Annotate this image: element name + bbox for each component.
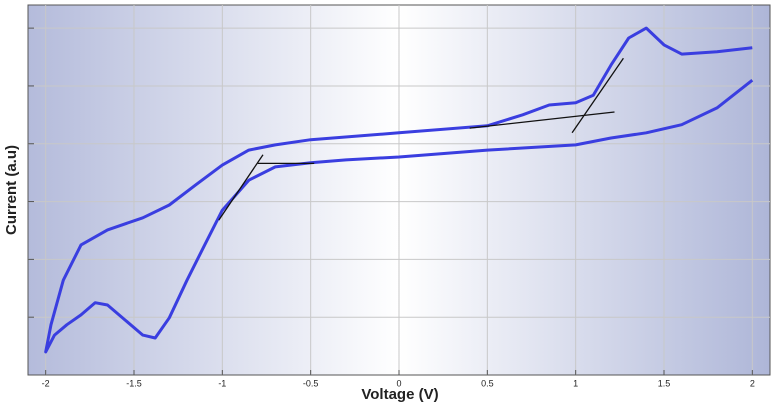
x-tick-label: -0.5 <box>303 378 319 388</box>
x-tick-label: 0 <box>396 378 401 388</box>
cv-curve <box>44 26 754 354</box>
x-tick-label: -1.5 <box>126 378 142 388</box>
x-axis-label: Voltage (V) <box>361 386 438 403</box>
x-tick-label: 1 <box>573 378 578 388</box>
x-tick-label: -1 <box>218 378 226 388</box>
x-tick-label: 1.5 <box>658 378 671 388</box>
x-tick-label: 0.5 <box>481 378 494 388</box>
tangent-line <box>571 57 624 134</box>
x-tick-label: -2 <box>42 378 50 388</box>
tangent-line <box>218 154 264 221</box>
tangent-line <box>469 111 615 129</box>
y-axis-label: Current (a.u) <box>3 145 20 235</box>
x-tick-label: 2 <box>750 378 755 388</box>
